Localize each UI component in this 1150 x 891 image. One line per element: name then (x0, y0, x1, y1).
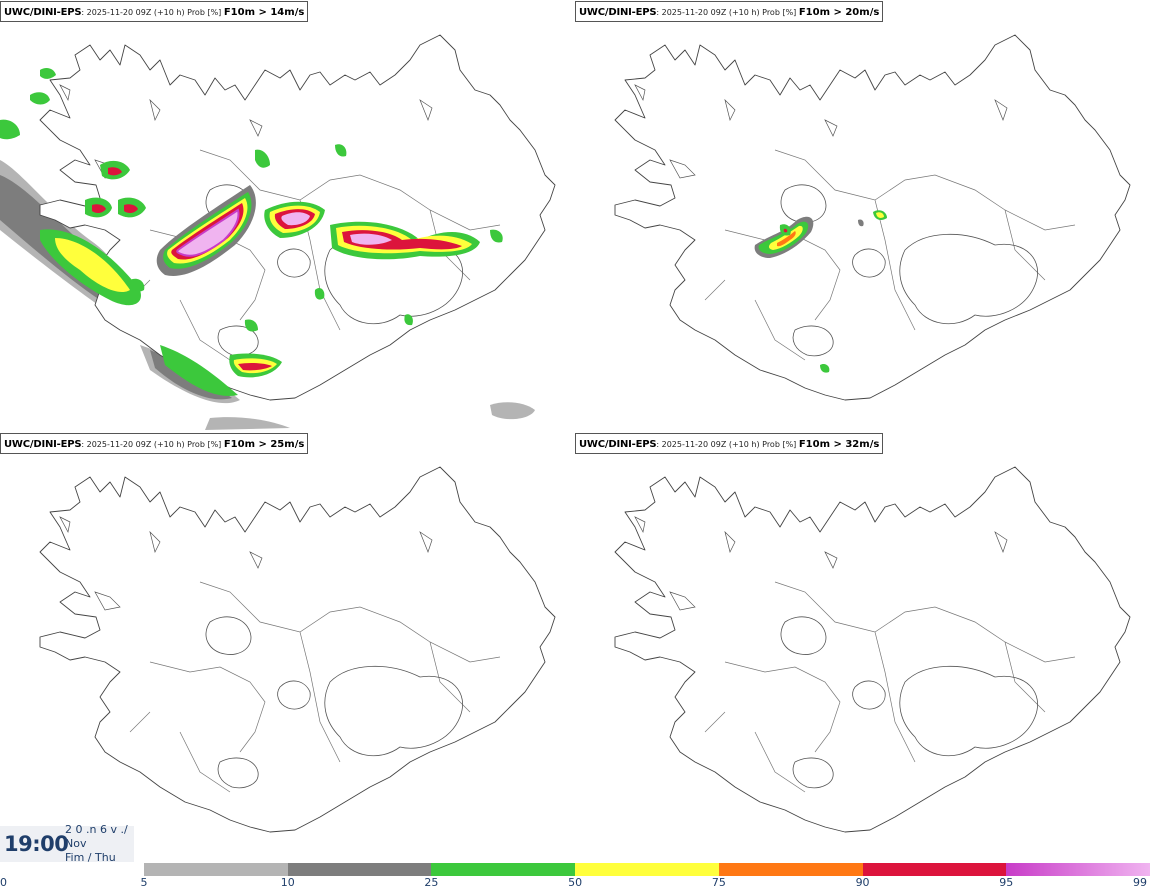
map-canvas-1 (0, 34, 556, 430)
panel-source: UWC/DINI-EPS (4, 7, 82, 18)
panel-meta: : 2025-11-20 09Z (+10 h) Prob [%] (656, 8, 799, 17)
legend-swatch (287, 863, 432, 876)
map-canvas-2 (614, 34, 1131, 401)
legend-tick-label: 0 (0, 876, 7, 889)
panel-title-4: UWC/DINI-EPS: 2025-11-20 09Z (+10 h) Pro… (575, 433, 884, 454)
legend-tick-label: 5 (140, 876, 148, 889)
legend-tick-label: 50 (568, 876, 583, 889)
legend-tick-label: 90 (855, 876, 870, 889)
iceland-outline (614, 466, 1131, 833)
panel-title-1: UWC/DINI-EPS: 2025-11-20 09Z (+10 h) Pro… (0, 1, 309, 22)
panel-variable: F10m > 32m/s (798, 439, 880, 450)
legend-swatch (431, 863, 576, 876)
panel-variable: F10m > 25m/s (223, 439, 305, 450)
panel-source: UWC/DINI-EPS (579, 7, 657, 18)
valid-time: 19:00 (4, 832, 69, 856)
legend-tick-label: 10 (280, 876, 295, 889)
map-panel-3: UWC/DINI-EPS: 2025-11-20 09Z (+10 h) Pro… (0, 432, 575, 862)
panel-meta: : 2025-11-20 09Z (+10 h) Prob [%] (81, 440, 224, 449)
legend-swatch (144, 863, 289, 876)
valid-time-box: 19:00 2 0 .n 6 v ./ Nov Fim / Thu (0, 823, 134, 864)
panel-variable: F10m > 20m/s (798, 7, 880, 18)
legend-tick-label: 75 (711, 876, 726, 889)
panel-variable: F10m > 14m/s (223, 7, 305, 18)
map-panel-2: UWC/DINI-EPS: 2025-11-20 09Z (+10 h) Pro… (575, 0, 1150, 430)
panel-source: UWC/DINI-EPS (4, 439, 82, 450)
map-panel-4: UWC/DINI-EPS: 2025-11-20 09Z (+10 h) Pro… (575, 432, 1150, 862)
map-canvas-4 (614, 466, 1131, 833)
panel-source: UWC/DINI-EPS (579, 439, 657, 450)
valid-month: Nov (65, 837, 87, 850)
prob-land-overlay (754, 210, 887, 373)
legend-swatch (718, 863, 864, 876)
panel-title-3: UWC/DINI-EPS: 2025-11-20 09Z (+10 h) Pro… (0, 433, 309, 454)
legend-tick-label: 99 (1133, 876, 1147, 889)
panel-title-2: UWC/DINI-EPS: 2025-11-20 09Z (+10 h) Pro… (575, 1, 884, 22)
legend-swatch (575, 863, 720, 876)
legend-swatch (862, 863, 1007, 876)
panel-meta: : 2025-11-20 09Z (+10 h) Prob [%] (81, 8, 224, 17)
legend-tick-label: 25 (424, 876, 439, 889)
map-canvas-3 (39, 466, 556, 833)
prob-land-overlay (0, 67, 503, 396)
panel-meta: : 2025-11-20 09Z (+10 h) Prob [%] (656, 440, 799, 449)
iceland-outline (39, 466, 556, 833)
valid-date-line: 2 0 .n 6 v ./ (65, 823, 128, 836)
legend-tick-label: 95 (999, 876, 1014, 889)
map-panel-1: UWC/DINI-EPS: 2025-11-20 09Z (+10 h) Pro… (0, 0, 575, 430)
probability-legend (144, 863, 1150, 876)
legend-swatch (1006, 863, 1150, 876)
iceland-outline (614, 34, 1131, 401)
valid-weekday: Fim / Thu (65, 851, 116, 864)
